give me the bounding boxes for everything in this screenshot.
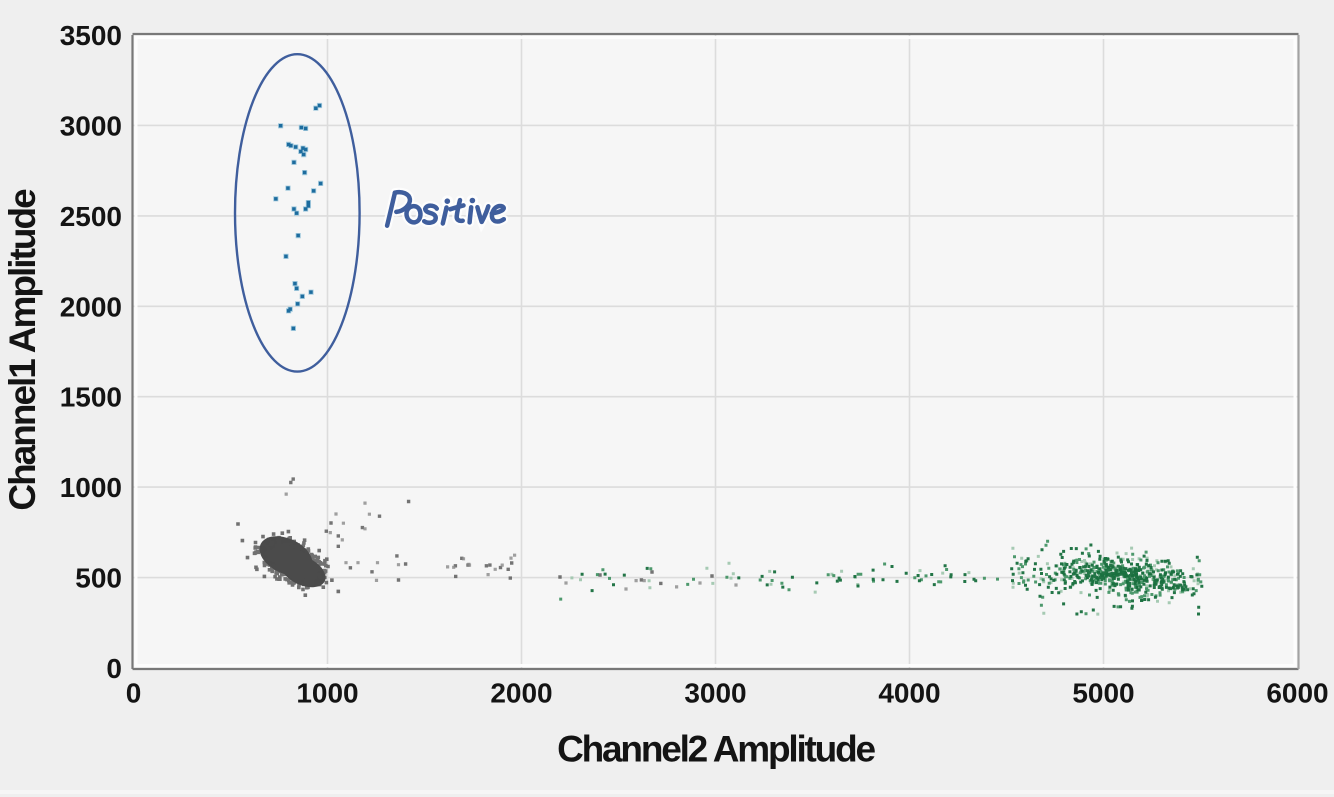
svg-text:0: 0 <box>106 653 122 684</box>
svg-text:2000: 2000 <box>490 678 552 709</box>
svg-text:3000: 3000 <box>60 110 122 141</box>
svg-text:1000: 1000 <box>296 678 358 709</box>
svg-text:2500: 2500 <box>60 201 122 232</box>
svg-text:4000: 4000 <box>878 678 940 709</box>
svg-text:3500: 3500 <box>60 20 122 51</box>
svg-text:0: 0 <box>126 678 142 709</box>
svg-text:6000: 6000 <box>1266 678 1328 709</box>
svg-text:2000: 2000 <box>60 291 122 322</box>
svg-text:500: 500 <box>75 563 122 594</box>
svg-text:1500: 1500 <box>60 382 122 413</box>
svg-text:1000: 1000 <box>60 472 122 503</box>
svg-text:Channel2 Amplitude: Channel2 Amplitude <box>557 729 875 770</box>
svg-text:5000: 5000 <box>1072 678 1134 709</box>
svg-text:3000: 3000 <box>684 678 746 709</box>
svg-text:Channel1 Amplitude: Channel1 Amplitude <box>2 189 43 511</box>
